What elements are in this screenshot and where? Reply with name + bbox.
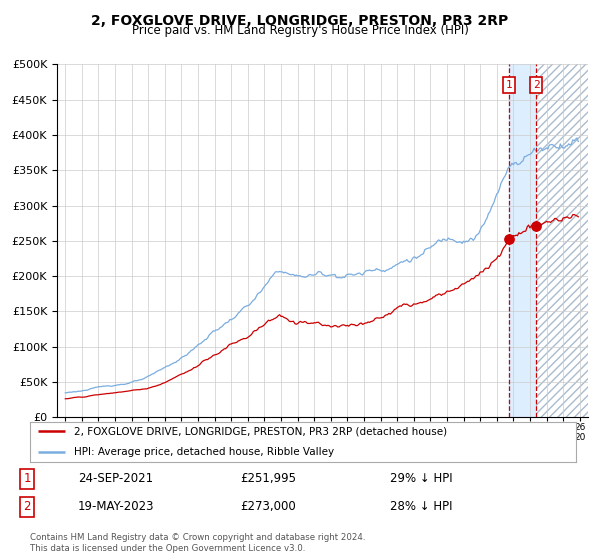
Text: Contains HM Land Registry data © Crown copyright and database right 2024.
This d: Contains HM Land Registry data © Crown c… [30,533,365,553]
Text: HPI: Average price, detached house, Ribble Valley: HPI: Average price, detached house, Ribb… [74,447,334,457]
Text: 28% ↓ HPI: 28% ↓ HPI [390,500,452,514]
Bar [509,64,536,417]
Text: 1: 1 [505,80,512,90]
Text: 29% ↓ HPI: 29% ↓ HPI [390,472,452,486]
Text: 2, FOXGLOVE DRIVE, LONGRIDGE, PRESTON, PR3 2RP (detached house): 2, FOXGLOVE DRIVE, LONGRIDGE, PRESTON, P… [74,427,447,437]
Text: 1: 1 [23,472,31,486]
Text: 24-SEP-2021: 24-SEP-2021 [78,472,153,486]
Text: 2: 2 [23,500,31,514]
Text: 19-MAY-2023: 19-MAY-2023 [78,500,155,514]
Bar [536,64,588,417]
Point [532,222,541,231]
Point [504,235,514,244]
Text: 2, FOXGLOVE DRIVE, LONGRIDGE, PRESTON, PR3 2RP: 2, FOXGLOVE DRIVE, LONGRIDGE, PRESTON, P… [91,14,509,28]
Text: Price paid vs. HM Land Registry's House Price Index (HPI): Price paid vs. HM Land Registry's House … [131,24,469,37]
Text: £273,000: £273,000 [240,500,296,514]
Text: 2: 2 [533,80,539,90]
Text: £251,995: £251,995 [240,472,296,486]
